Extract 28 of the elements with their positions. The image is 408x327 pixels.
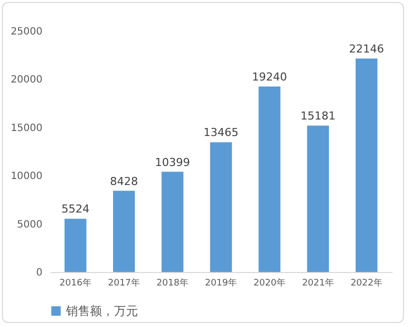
bar — [162, 172, 184, 272]
x-tick-label: 2022年 — [350, 278, 382, 288]
x-tick-label: 2021年 — [302, 278, 334, 288]
bar — [113, 190, 135, 272]
y-tick-label: 15000 — [10, 122, 42, 134]
x-tick-label: 2017年 — [108, 278, 140, 288]
data-label: 15181 — [300, 110, 336, 123]
y-tick-label: 10000 — [10, 171, 42, 182]
legend-label: 销售额，万元 — [65, 304, 138, 318]
data-label: 19240 — [252, 70, 288, 84]
bar — [258, 86, 280, 272]
data-label: 5524 — [61, 202, 90, 216]
data-label: 13465 — [204, 126, 238, 140]
bar — [210, 142, 232, 272]
y-tick-label: 5000 — [17, 219, 42, 230]
data-label: 8428 — [110, 174, 138, 188]
y-tick-label: 20000 — [10, 74, 42, 86]
y-tick-label: 0 — [36, 268, 42, 278]
bar — [356, 58, 378, 272]
bar — [307, 126, 329, 272]
bar — [64, 218, 86, 272]
x-tick-label: 2016年 — [60, 278, 92, 288]
x-tick-label: 2019年 — [205, 278, 237, 288]
data-label: 22146 — [349, 42, 384, 56]
y-tick-label: 25000 — [10, 26, 42, 38]
data-label: 10399 — [154, 156, 190, 169]
x-tick-label: 2020年 — [254, 278, 286, 288]
x-tick-label: 2018年 — [156, 278, 188, 288]
